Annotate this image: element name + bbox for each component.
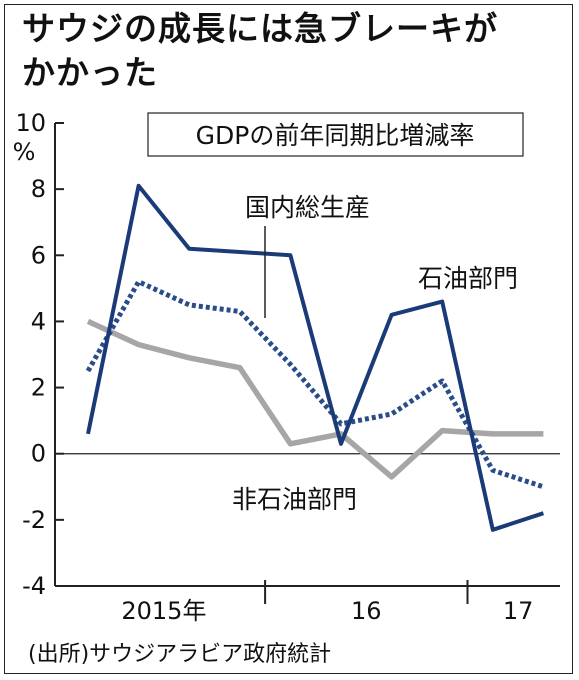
y-unit-label: % <box>13 138 36 166</box>
y-tick-label: 6 <box>31 241 46 269</box>
y-tick-label: 0 <box>31 440 46 468</box>
x-group-label: 16 <box>351 597 382 625</box>
legend-box <box>147 112 524 157</box>
series-label-2: 非石油部門 <box>232 485 357 514</box>
y-tick-label: 2 <box>31 374 46 402</box>
series-line-2 <box>86 318 544 480</box>
series-label-0: 石油部門 <box>418 264 518 293</box>
y-tick-label: -4 <box>22 572 46 600</box>
y-tick-label: 8 <box>31 175 46 203</box>
y-tick-label: 10 <box>15 109 46 137</box>
series-line-0 <box>86 183 545 532</box>
y-tick-label: 4 <box>31 307 46 335</box>
chart-title-line-1: サウジの成長には急ブレーキが <box>22 9 498 48</box>
chart-frame <box>4 4 573 674</box>
x-group-label: 17 <box>503 597 534 625</box>
y-tick-label: -2 <box>22 506 46 534</box>
source-note: (出所)サウジアラビア政府統計 <box>28 642 332 667</box>
chart-title-line-2: かかった <box>22 53 158 92</box>
x-group-label: 2015年 <box>121 597 206 625</box>
legend-box-text: GDPの前年同期比増減率 <box>196 121 475 150</box>
series-label-1: 国内総生産 <box>245 193 370 222</box>
